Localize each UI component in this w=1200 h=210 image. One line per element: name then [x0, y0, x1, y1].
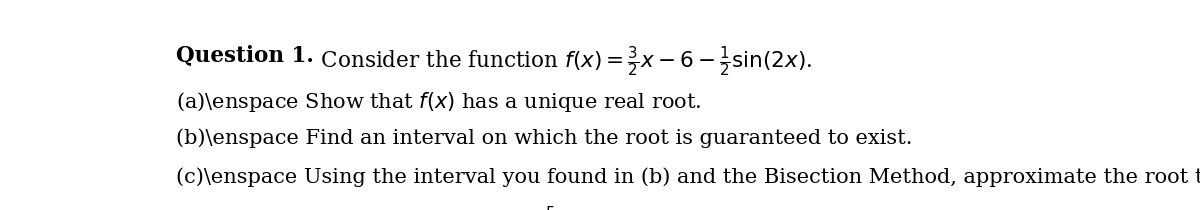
Text: within an absolute error of $10^{-5}$.: within an absolute error of $10^{-5}$.: [176, 206, 562, 210]
Text: Consider the function $f(x) = \frac{3}{2}x - 6 - \frac{1}{2}\sin(2x)$.: Consider the function $f(x) = \frac{3}{2…: [314, 45, 812, 79]
Text: (c)\enspace Using the interval you found in (b) and the Bisection Method, approx: (c)\enspace Using the interval you found…: [176, 168, 1200, 187]
Text: (a)\enspace Show that $f(x)$ has a unique real root.: (a)\enspace Show that $f(x)$ has a uniqu…: [176, 90, 702, 114]
Text: (b)\enspace Find an interval on which the root is guaranteed to exist.: (b)\enspace Find an interval on which th…: [176, 129, 912, 148]
Text: Question 1.: Question 1.: [176, 45, 314, 67]
